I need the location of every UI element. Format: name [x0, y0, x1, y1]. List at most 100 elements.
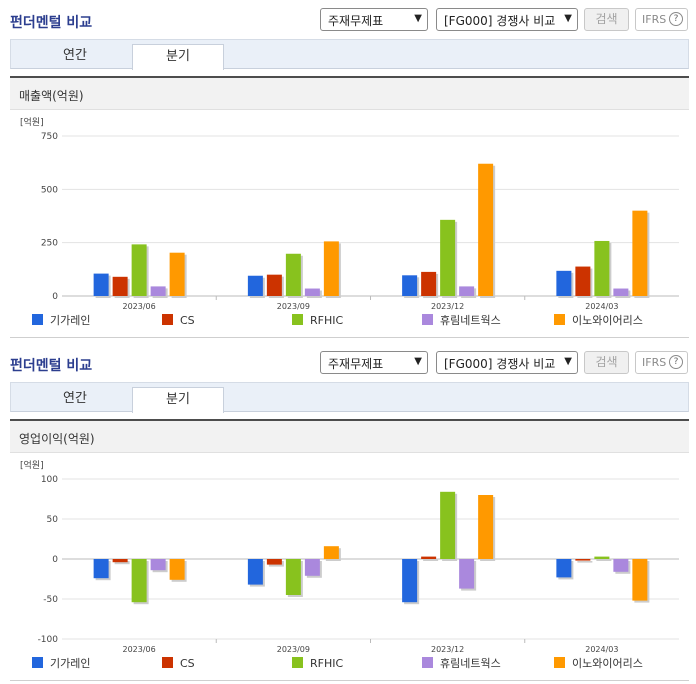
y-tick-label: 750 — [41, 132, 58, 142]
legend-label: RFHIC — [310, 657, 343, 670]
tab-quarterly[interactable]: 분기 — [132, 387, 224, 413]
peer-group-select-value: [FG000] 경쟁사 비교 — [444, 357, 556, 371]
bar — [556, 559, 572, 578]
ifrs-label: IFRS — [642, 13, 667, 26]
bar — [632, 210, 648, 296]
legend-label: 기가레인 — [50, 314, 90, 327]
chevron-down-icon: ▼ — [564, 356, 572, 367]
bar — [285, 253, 301, 296]
chart-box: 영업이익(억원) — [10, 419, 689, 681]
bar — [323, 546, 339, 559]
peer-group-select[interactable]: [FG000] 경쟁사 비교 ▼ — [436, 8, 578, 31]
x-tick-label: 2024/03 — [585, 645, 618, 654]
section-title: 영업이익(억원) — [10, 421, 689, 453]
bar-shadow — [114, 561, 130, 565]
legend-label: CS — [180, 657, 195, 670]
bar — [632, 559, 648, 601]
y-tick-label: 250 — [41, 239, 58, 249]
bar — [421, 556, 437, 559]
bar — [150, 286, 166, 296]
y-tick-label: -100 — [38, 635, 59, 645]
bar — [169, 559, 185, 580]
legend-label: 이노와이어리스 — [572, 314, 643, 327]
bar — [112, 276, 128, 296]
bar — [112, 559, 128, 563]
legend-label: RFHIC — [310, 314, 343, 327]
bar — [93, 273, 109, 296]
statement-select-value: 주재무제표 — [328, 14, 384, 28]
x-tick-label: 2023/06 — [123, 645, 156, 654]
tab-annual[interactable]: 연간 — [63, 48, 87, 63]
x-tick-label: 2023/06 — [123, 302, 156, 311]
legend-swatch — [32, 314, 43, 325]
statement-select[interactable]: 주재무제표 ▼ — [320, 351, 428, 374]
operating-profit-bar-chart: [억원] -100 -50 0 50 100 2023/06 2023/09 2023/12 20… — [20, 459, 679, 670]
statement-select-value: 주재무제표 — [328, 357, 384, 371]
bar — [285, 559, 301, 595]
fundamental-panel-sales: 펀더멘털 비교 주재무제표 ▼ [FG000] 경쟁사 비교 ▼ 검색 IFRS? … — [0, 0, 696, 340]
bar — [440, 219, 456, 296]
legend-swatch — [554, 657, 565, 668]
bar — [402, 275, 418, 296]
legend-label: 이노와이어리스 — [572, 657, 643, 670]
statement-select[interactable]: 주재무제표 ▼ — [320, 8, 428, 31]
bar — [402, 559, 418, 603]
bar — [575, 266, 591, 296]
bar — [150, 559, 166, 571]
x-tick-label: 2023/12 — [431, 645, 464, 654]
bar — [613, 559, 629, 572]
peer-group-select[interactable]: [FG000] 경쟁사 비교 ▼ — [436, 351, 578, 374]
y-unit-label: [억원] — [20, 459, 44, 471]
chevron-down-icon: ▼ — [414, 13, 422, 24]
sales-bar-chart: [억원] 0 250 500 750 2023/06 2023/09 2023/12 2024/… — [20, 116, 679, 327]
tab-quarterly[interactable]: 분기 — [132, 44, 224, 70]
bar-shadow — [423, 558, 439, 561]
bar-shadow — [577, 561, 593, 563]
bar — [478, 495, 494, 559]
ifrs-button[interactable]: IFRS? — [635, 351, 688, 374]
bar — [247, 559, 263, 585]
y-tick-label: 500 — [41, 185, 58, 195]
panel-header: 펀더멘털 비교 주재무제표 ▼ [FG000] 경쟁사 비교 ▼ 검색 IFRS? — [0, 0, 696, 38]
bar — [169, 252, 185, 296]
bar — [131, 244, 147, 296]
legend-label: 휴림네트웍스 — [440, 314, 501, 327]
y-tick-label: -50 — [43, 595, 58, 605]
panel-title: 펀더멘털 비교 — [10, 358, 93, 374]
period-tabs: 연간 분기 — [10, 39, 689, 70]
legend-label: CS — [180, 314, 195, 327]
bar — [594, 240, 610, 296]
tab-annual[interactable]: 연간 — [63, 391, 87, 406]
period-tabs: 연간 분기 — [10, 382, 689, 413]
bar — [421, 271, 437, 296]
panel-header: 펀더멘털 비교 주재무제표 ▼ [FG000] 경쟁사 비교 ▼ 검색 IFRS? — [0, 343, 696, 381]
search-button[interactable]: 검색 — [584, 351, 629, 374]
ifrs-button[interactable]: IFRS? — [635, 8, 688, 31]
x-tick-label: 2024/03 — [585, 302, 618, 311]
search-button[interactable]: 검색 — [584, 8, 629, 31]
legend-swatch — [162, 657, 173, 668]
x-tick-label: 2023/09 — [277, 302, 310, 311]
x-tick-label: 2023/12 — [431, 302, 464, 311]
bar — [266, 559, 282, 565]
y-unit-label: [억원] — [20, 116, 44, 128]
legend-swatch — [554, 314, 565, 325]
bar — [247, 275, 263, 296]
y-tick-label: 0 — [52, 555, 58, 565]
bar — [304, 288, 320, 296]
legend-swatch — [422, 314, 433, 325]
panel-title: 펀더멘털 비교 — [10, 15, 93, 31]
legend-swatch — [422, 657, 433, 668]
ifrs-label: IFRS — [642, 356, 667, 369]
help-icon[interactable]: ? — [669, 12, 683, 26]
chart-box: 매출액(억원) — [10, 76, 689, 338]
legend-swatch — [32, 657, 43, 668]
bar-shadow — [596, 558, 612, 561]
peer-group-select-value: [FG000] 경쟁사 비교 — [444, 14, 556, 28]
y-tick-label: 0 — [52, 292, 58, 302]
legend-label: 기가레인 — [50, 657, 90, 670]
bar — [304, 559, 320, 576]
x-tick-label: 2023/09 — [277, 645, 310, 654]
help-icon[interactable]: ? — [669, 355, 683, 369]
chevron-down-icon: ▼ — [414, 356, 422, 367]
